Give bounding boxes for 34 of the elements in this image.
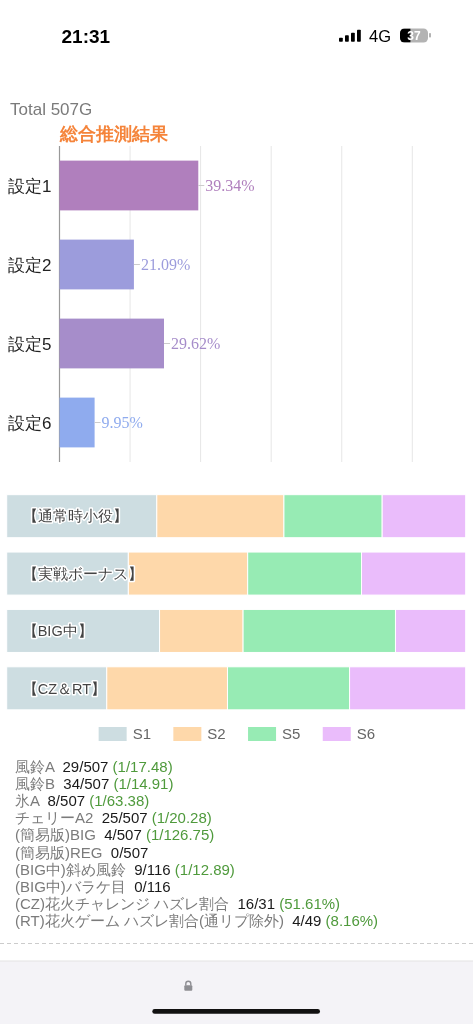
- text: 風鈴B 34/507 (1/14.91): [15, 775, 174, 793]
- text: (CZ)花火チャレンジ ハズレ割合 16/31 (51.61%): [15, 894, 341, 912]
- bar: [59, 239, 134, 290]
- chart-subtitle: Total 507G: [10, 100, 93, 119]
- y-tick-label: 【通常時小役】: [22, 508, 128, 525]
- chart-title: 総合推測結果: [59, 123, 169, 144]
- y-tick-label: 設定5: [8, 334, 52, 354]
- text: 氷A 8/507 (1/63.38): [15, 792, 150, 810]
- data-label: 39.34%: [205, 177, 255, 195]
- text: (BIG中)斜め風鈴 9/116 (1/12.89): [15, 860, 235, 878]
- text: (簡易版)REG 0/507: [15, 843, 149, 861]
- text: (BIG中)バラケ目 0/116: [15, 877, 171, 895]
- legend-label: S6: [356, 725, 376, 743]
- text: (簡易版)BIG 4/507 (1/126.75): [15, 826, 215, 844]
- legend-label: S5: [282, 725, 301, 743]
- y-tick-label: 設定1: [8, 176, 52, 196]
- text: チェリーA2 25/507 (1/20.28): [15, 809, 212, 827]
- bar: [59, 160, 199, 211]
- data-label: 29.62%: [171, 335, 221, 353]
- data-label: 9.95%: [101, 414, 143, 432]
- y-tick-label: 設定6: [8, 413, 52, 433]
- y-tick-label: 【CZ＆RT】: [22, 680, 107, 697]
- y-tick-label: 設定2: [8, 255, 52, 275]
- legend-label: S2: [207, 725, 226, 743]
- legend-label: S1: [132, 725, 152, 743]
- y-tick-label: 【BIG中】: [22, 623, 93, 640]
- data-label: 21.09%: [140, 256, 191, 274]
- bar: [59, 318, 164, 369]
- text: (RT)花火ゲーム ハズレ割合(通リプ除外) 4/49 (8.16%): [15, 911, 379, 929]
- text: 風鈴A 29/507 (1/17.48): [15, 758, 173, 775]
- y-tick-label: 【実戦ボーナス】: [22, 565, 143, 582]
- text: 4G: [369, 26, 392, 45]
- bar: [59, 397, 95, 448]
- text: 21:31: [61, 25, 111, 47]
